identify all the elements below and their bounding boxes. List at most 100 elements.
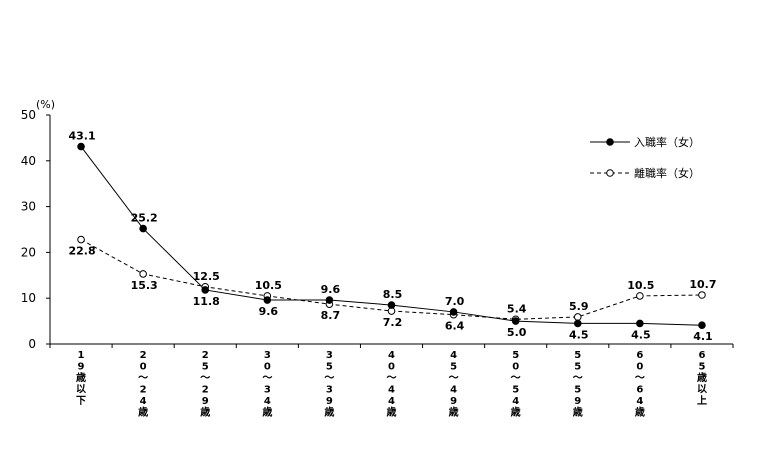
x-category-char: 5 xyxy=(202,362,209,373)
data-label-hiring-rate: 43.1 xyxy=(68,130,95,143)
x-category-char: 4 xyxy=(388,396,395,407)
x-category-char: 0 xyxy=(512,362,519,373)
x-category-char: 歳 xyxy=(76,371,86,384)
data-label-leaving-rate: 5.9 xyxy=(569,300,589,313)
x-category-char: 〜 xyxy=(635,373,645,384)
y-tick-label: 0 xyxy=(28,337,36,351)
x-category-char: 歳 xyxy=(200,406,210,419)
data-label-leaving-rate: 10.5 xyxy=(627,279,654,292)
data-point-hiring-rate xyxy=(263,296,272,304)
x-category-label: 35〜39歳 xyxy=(324,350,334,419)
x-category-char: 0 xyxy=(264,362,271,373)
x-category-char: 4 xyxy=(388,350,395,361)
x-category-char: 9 xyxy=(574,396,581,407)
data-label-leaving-rate: 22.8 xyxy=(68,245,95,258)
x-category-char: 5 xyxy=(450,362,457,373)
y-tick-label: 30 xyxy=(21,200,36,214)
data-label-leaving-rate: 5.4 xyxy=(507,302,527,315)
x-category-char: 3 xyxy=(264,350,271,361)
x-category-char: 5 xyxy=(698,362,705,373)
x-category-char: 2 xyxy=(202,385,209,396)
data-label-hiring-rate: 4.5 xyxy=(631,328,651,341)
x-category-char: 5 xyxy=(326,362,333,373)
x-category-char: 歳 xyxy=(697,371,707,384)
data-label-hiring-rate: 4.5 xyxy=(569,328,589,341)
x-category-label: 55〜59歳 xyxy=(573,350,583,419)
x-category-char: 4 xyxy=(388,385,395,396)
x-category-char: 5 xyxy=(512,350,519,361)
x-category-label: 50〜54歳 xyxy=(511,350,521,419)
x-category-char: 上 xyxy=(697,394,707,407)
x-category-label: 40〜44歳 xyxy=(387,350,397,419)
x-category-char: 9 xyxy=(78,362,85,373)
series-layer xyxy=(77,142,706,330)
data-label-hiring-rate: 9.6 xyxy=(321,283,341,296)
x-category-char: 6 xyxy=(698,350,705,361)
data-label-hiring-rate: 7.0 xyxy=(445,295,465,308)
x-category-char: 歳 xyxy=(138,406,148,419)
y-tick-label: 40 xyxy=(21,154,36,168)
data-label-leaving-rate: 10.7 xyxy=(689,278,716,291)
x-category-label: 30〜34歳 xyxy=(262,350,272,419)
x-category-char: 4 xyxy=(450,385,457,396)
data-point-hiring-rate xyxy=(511,317,520,325)
data-label-leaving-rate: 12.5 xyxy=(193,270,220,283)
x-category-char: 歳 xyxy=(262,406,272,419)
x-category-char: 5 xyxy=(574,362,581,373)
legend: 入職率（女） 離職率（女） xyxy=(590,135,700,180)
legend-label-leaving-rate: 離職率（女） xyxy=(634,166,700,180)
data-point-leaving-rate xyxy=(573,313,582,321)
data-label-hiring-rate: 9.6 xyxy=(259,305,279,318)
x-category-char: 〜 xyxy=(262,373,272,384)
x-category-char: 4 xyxy=(636,396,643,407)
data-point-leaving-rate xyxy=(139,270,147,278)
data-labels: 43.1 22.8 25.2 15.3 11.8 12.5 9.6 10.5 9.6 8.7 8.5… xyxy=(68,130,716,344)
x-category-char: 5 xyxy=(512,385,519,396)
data-point-hiring-rate xyxy=(698,321,706,330)
data-label-leaving-rate: 7.2 xyxy=(383,316,403,329)
x-category-char: 歳 xyxy=(511,406,521,419)
x-category-char: 3 xyxy=(326,350,333,361)
x-category-char: 5 xyxy=(574,385,581,396)
x-category-char: 〜 xyxy=(324,373,334,384)
data-label-leaving-rate: 15.3 xyxy=(131,279,158,292)
x-category-char: 2 xyxy=(140,385,147,396)
x-category-char: 4 xyxy=(512,396,519,407)
x-category-label: 60〜64歳 xyxy=(635,350,645,419)
y-tick-label: 10 xyxy=(21,291,36,305)
x-category-char: 9 xyxy=(326,396,333,407)
x-category-char: 2 xyxy=(202,350,209,361)
x-category-char: 〜 xyxy=(387,373,397,384)
x-category-char: 〜 xyxy=(573,373,583,384)
y-tick-label: 20 xyxy=(21,245,36,259)
data-point-leaving-rate xyxy=(698,291,706,299)
x-category-char: 9 xyxy=(450,396,457,407)
x-category-char: 1 xyxy=(78,350,85,361)
x-category-char: 5 xyxy=(574,350,581,361)
x-category-label: 25〜29歳 xyxy=(200,350,210,419)
data-label-hiring-rate: 11.8 xyxy=(193,295,220,308)
data-label-leaving-rate: 10.5 xyxy=(255,279,282,292)
x-category-char: 歳 xyxy=(324,406,334,419)
x-category-char: 3 xyxy=(326,385,333,396)
x-category-char: 歳 xyxy=(573,406,583,419)
data-label-leaving-rate: 8.7 xyxy=(321,309,341,322)
axes: 01020304050(%)19歳以下20〜24歳25〜29歳30〜34歳35〜… xyxy=(21,98,734,419)
x-category-char: 下 xyxy=(76,395,86,407)
data-label-hiring-rate: 25.2 xyxy=(131,212,158,225)
x-category-char: 6 xyxy=(636,385,643,396)
y-tick-label: 50 xyxy=(21,108,36,122)
data-point-leaving-rate xyxy=(77,235,85,244)
legend-marker-hiring-rate xyxy=(606,138,614,146)
x-category-char: 〜 xyxy=(511,373,521,384)
data-point-hiring-rate xyxy=(325,296,334,304)
data-point-hiring-rate xyxy=(201,286,210,294)
x-category-char: 歳 xyxy=(449,406,459,419)
x-category-char: 以 xyxy=(76,384,86,396)
x-category-char: 4 xyxy=(140,396,147,407)
data-point-hiring-rate xyxy=(449,308,458,316)
x-category-char: 〜 xyxy=(449,373,459,384)
